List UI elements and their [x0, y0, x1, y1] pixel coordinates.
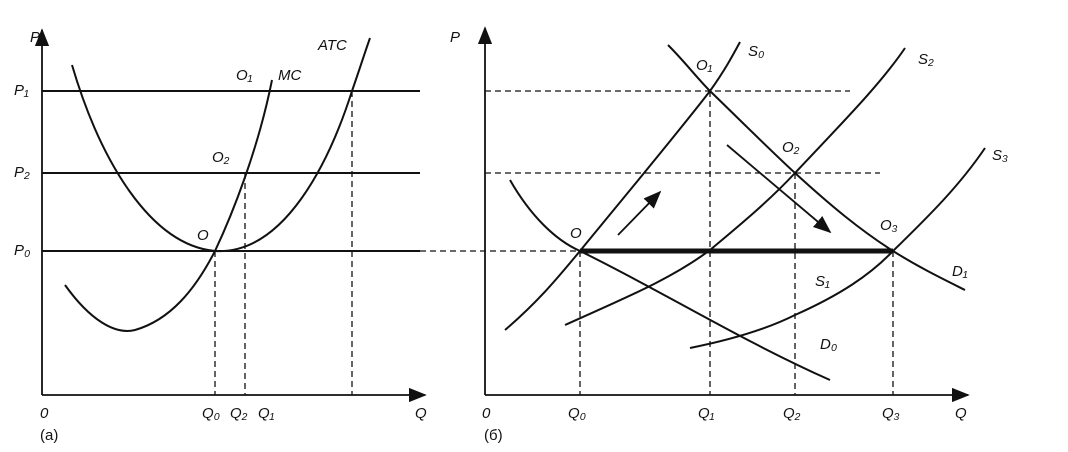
price-label: P₁	[14, 82, 29, 99]
curve-label: ATC	[317, 37, 347, 54]
price-label: P₂	[14, 164, 30, 181]
axis-label: P	[450, 29, 460, 46]
curve-label: D₁	[952, 263, 968, 280]
curve-label: D₀	[820, 336, 837, 353]
axis-label: P	[30, 29, 40, 46]
point-label: O₂	[782, 139, 800, 156]
point-label: O₂	[212, 149, 230, 166]
price-label: P₀	[14, 242, 30, 259]
d0-curve	[509, 179, 831, 381]
d1-curve	[667, 44, 966, 291]
mc-curve	[64, 79, 273, 332]
point-label: O	[570, 225, 582, 242]
arrow	[617, 190, 662, 236]
s0-curve	[504, 41, 741, 331]
point-label: O₁	[236, 67, 253, 84]
quantity-label: Q₁	[258, 405, 275, 422]
quantity-label: Q₀	[202, 405, 220, 422]
point-label: O₃	[880, 217, 898, 234]
curve-label: S₀	[748, 43, 764, 60]
axis-label: Q	[415, 405, 427, 422]
quantity-label: Q₁	[698, 405, 715, 422]
curve-label: S₂	[918, 51, 934, 68]
origin: 0	[40, 405, 49, 422]
point-label: O	[197, 227, 209, 244]
curve-label: S₁	[815, 273, 830, 290]
quantity-label: Q₂	[230, 405, 248, 422]
caption: (a)	[40, 427, 58, 444]
arrow	[726, 144, 832, 234]
quantity-label: Q₃	[882, 405, 900, 422]
quantity-label: Q₂	[783, 405, 801, 422]
point-label: O₁	[696, 57, 713, 74]
axis-label: Q	[955, 405, 967, 422]
caption: (б)	[484, 427, 503, 444]
origin: 0	[482, 405, 491, 422]
atc-curve	[71, 37, 371, 253]
curve-label: S₃	[992, 147, 1008, 164]
curve-label: MC	[278, 67, 301, 84]
s3-curve	[689, 147, 986, 349]
s2-curve	[564, 47, 906, 326]
quantity-label: Q₀	[568, 405, 586, 422]
